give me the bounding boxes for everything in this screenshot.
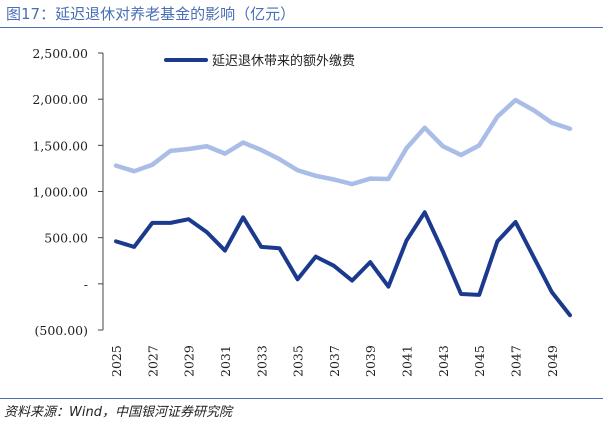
legend-label: 延迟退休带来的额外缴费 <box>212 53 355 69</box>
y-tick-label: 1,000.00 <box>32 185 88 200</box>
x-tick-label: 2047 <box>509 345 524 377</box>
x-tick-label: 2033 <box>254 345 269 377</box>
x-tick-label: 2035 <box>291 345 306 377</box>
source-note: 资料来源：Wind，中国银河证券研究院 <box>4 405 232 420</box>
y-tick-label: 1,500.00 <box>32 138 88 153</box>
x-tick-label: 2029 <box>182 345 197 377</box>
x-tick-label: 2027 <box>145 345 160 377</box>
line-chart: 2,500.00 2,000.00 1,500.00 1,000.00 500.00 - (… <box>32 46 573 377</box>
legend: 延迟退休带来的额外缴费 <box>164 53 355 69</box>
x-tick-label: 2041 <box>400 345 415 377</box>
bottom-rule <box>0 398 603 399</box>
series-lines <box>113 97 573 318</box>
x-tick-label: 2043 <box>436 345 451 377</box>
x-tick-label: 2045 <box>472 345 487 377</box>
series-line-extra-contribution <box>114 210 572 318</box>
x-tick-label: 2031 <box>218 345 233 377</box>
y-tick-label: - <box>84 277 88 292</box>
y-tick-label: 500.00 <box>44 231 88 246</box>
x-tick-label: 2025 <box>109 345 124 377</box>
y-axis-ticks: 2,500.00 2,000.00 1,500.00 1,000.00 500.00 - (… <box>32 46 103 338</box>
x-axis-ticks: 2025 2027 2029 2031 2033 2035 2037 2039 2041 2043… <box>109 345 560 377</box>
title-rule <box>0 27 603 28</box>
x-tick-label: 2049 <box>545 345 560 377</box>
y-tick-label: 2,000.00 <box>32 92 88 107</box>
series-line-secondary <box>113 97 573 187</box>
y-tick-label: (500.00) <box>35 323 89 338</box>
figure-title: 图17：延迟退休对养老基金的影响（亿元） <box>6 5 296 23</box>
x-tick-label: 2037 <box>327 345 342 377</box>
x-tick-label: 2039 <box>363 345 378 377</box>
y-tick-label: 2,500.00 <box>32 46 88 61</box>
